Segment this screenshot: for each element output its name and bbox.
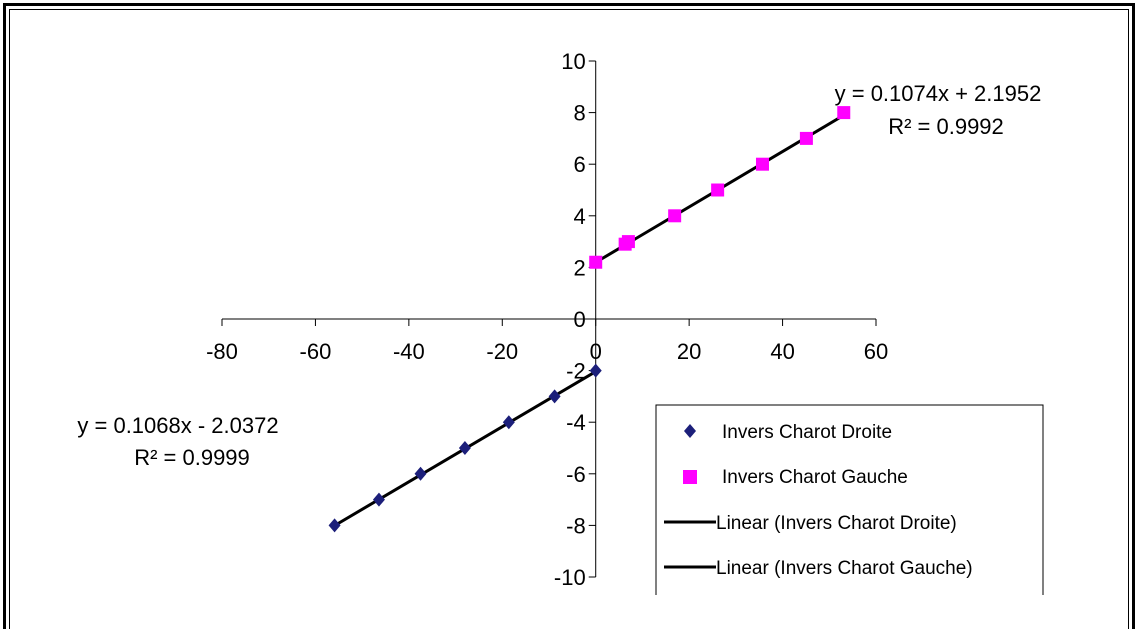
- point-droite: [414, 466, 427, 481]
- legend-marker-droite: [684, 424, 696, 438]
- y-tick-label: 4: [573, 204, 585, 229]
- point-droite: [372, 492, 385, 507]
- point-gauche: [668, 209, 682, 223]
- y-tick-label: 2: [573, 255, 585, 280]
- y-tick-label: 8: [573, 101, 585, 126]
- point-droite: [589, 363, 602, 378]
- legend-label-droite: Invers Charot Droite: [722, 422, 892, 443]
- point-gauche: [589, 255, 603, 269]
- y-tick-label: -6: [566, 462, 586, 487]
- y-tick-label: -2: [566, 359, 586, 384]
- point-droite: [458, 441, 471, 455]
- legend-label-gauche: Invers Charot Gauche: [722, 467, 908, 488]
- point-droite: [548, 389, 561, 404]
- equation-gauche: y = 0.1074x + 2.1952: [835, 81, 1042, 106]
- inner-frame: [9, 9, 1129, 629]
- x-tick-label: -60: [300, 339, 332, 364]
- point-gauche: [755, 157, 769, 171]
- point-gauche: [799, 131, 813, 145]
- legend-symbols: [664, 424, 716, 569]
- r2-droite: R² = 0.9999: [134, 445, 250, 470]
- point-gauche: [711, 183, 725, 197]
- legend-label-linear-gauche: Linear (Invers Charot Gauche): [716, 558, 973, 579]
- legend-label-linear-droite: Linear (Invers Charot Droite): [716, 513, 957, 534]
- trendline-equations: y = 0.1074x + 2.1952 R² = 0.9992 y = 0.1…: [77, 81, 1041, 470]
- x-tick-label: -40: [393, 339, 425, 364]
- x-tick-label: -80: [206, 339, 238, 364]
- x-tick-label: -20: [486, 339, 518, 364]
- legend-marker-gauche: [683, 470, 697, 484]
- point-gauche: [621, 235, 635, 249]
- outer-frame: [3, 3, 1135, 629]
- x-tick-label: 40: [770, 339, 794, 364]
- y-tick-label: 6: [573, 152, 585, 177]
- x-tick-label: 20: [677, 339, 701, 364]
- point-droite: [502, 415, 515, 430]
- y-tick-label: -4: [566, 410, 586, 435]
- r2-gauche: R² = 0.9992: [888, 114, 1004, 139]
- y-tick-label: -8: [566, 513, 586, 538]
- point-droite: [328, 518, 341, 533]
- legend: Invers Charot Droite Invers Charot Gauch…: [655, 404, 1044, 595]
- y-tick-label: -10: [554, 565, 586, 590]
- y-tick-label: 0: [573, 307, 585, 332]
- equation-droite: y = 0.1068x - 2.0372: [77, 413, 278, 438]
- point-gauche: [837, 106, 851, 120]
- data-points: [328, 106, 851, 533]
- x-tick-label: 0: [590, 339, 602, 364]
- x-tick-label: 60: [864, 339, 888, 364]
- legend-border: [655, 404, 1044, 595]
- y-tick-label: 10: [561, 49, 585, 74]
